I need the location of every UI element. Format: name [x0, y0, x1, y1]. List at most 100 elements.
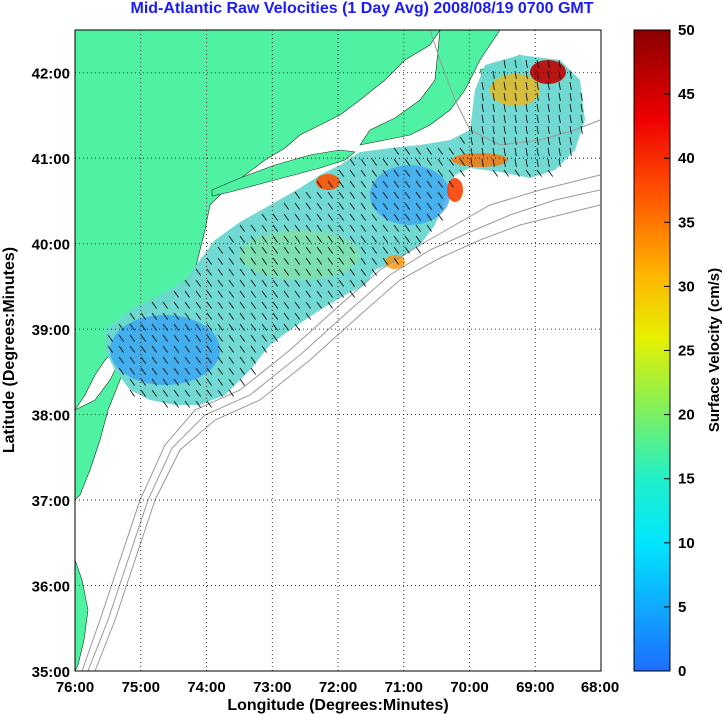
velocity-arrow	[184, 389, 190, 397]
velocity-arrow	[569, 125, 572, 134]
x-tick-label: 72:00	[319, 679, 357, 696]
velocity-arrow	[140, 312, 146, 320]
velocity-arrow	[173, 323, 179, 331]
velocity-arrow	[393, 213, 399, 221]
velocity-arrow	[173, 334, 179, 342]
velocity-arrow	[195, 378, 201, 386]
y-axis-label: Latitude (Degrees:Minutes)	[1, 247, 18, 453]
velocity-arrow	[558, 147, 561, 156]
velocity-arrow	[217, 334, 223, 342]
velocity-arrow	[305, 213, 311, 221]
high-speed-edge	[385, 255, 405, 269]
velocity-arrow	[514, 136, 517, 145]
velocity-arrow	[393, 257, 399, 265]
velocity-arrow	[448, 180, 454, 188]
velocity-arrow	[569, 103, 572, 112]
velocity-arrow	[338, 235, 344, 243]
velocity-arrow	[173, 378, 179, 386]
velocity-arrow	[239, 224, 245, 232]
velocity-arrow	[503, 169, 509, 177]
velocity-arrow	[184, 400, 190, 408]
velocity-arrow	[217, 312, 223, 320]
velocity-arrow	[426, 158, 432, 166]
velocity-arrow	[228, 301, 234, 309]
velocity-arrow	[316, 224, 322, 232]
velocity-arrow	[525, 59, 528, 68]
velocity-arrow	[250, 334, 256, 342]
velocity-arrow	[382, 191, 388, 199]
velocity-arrow	[514, 114, 517, 123]
colorbar-label: Surface Velocity (cm/s)	[706, 268, 723, 432]
velocity-arrow	[294, 235, 300, 243]
velocity-arrow	[360, 213, 366, 221]
velocity-arrow	[470, 136, 473, 145]
velocity-arrow	[305, 224, 311, 232]
velocity-arrow	[162, 389, 168, 397]
colorbar-tick-label: 45	[678, 86, 695, 103]
velocity-arrow	[151, 367, 157, 375]
low-speed-north	[370, 165, 450, 225]
velocity-arrow	[415, 169, 421, 177]
velocity-arrow	[151, 389, 157, 397]
velocity-arrow	[272, 290, 278, 298]
velocity-arrow	[228, 257, 234, 265]
velocity-arrow	[558, 136, 561, 145]
velocity-arrow	[371, 246, 377, 254]
velocity-arrow	[360, 279, 366, 287]
velocity-arrow	[261, 345, 267, 353]
velocity-arrow	[349, 169, 355, 177]
velocity-arrow	[514, 169, 520, 177]
velocity-arrow	[371, 180, 377, 188]
velocity-arrow	[294, 312, 300, 320]
velocity-arrow	[536, 103, 539, 112]
velocity-arrow	[250, 235, 256, 243]
velocity-arrow	[305, 279, 311, 287]
velocity-arrow	[162, 356, 168, 364]
velocity-arrow	[228, 356, 234, 364]
velocity-arrow	[393, 180, 399, 188]
velocity-arrow	[206, 290, 212, 298]
colorbar-tick-label: 25	[678, 343, 695, 360]
velocity-arrow	[217, 268, 223, 276]
velocity-arrow	[228, 312, 234, 320]
velocity-arrow	[261, 224, 267, 232]
y-tick-label: 39:00	[32, 322, 70, 339]
velocity-arrow	[415, 191, 421, 199]
velocity-arrow	[503, 70, 506, 79]
velocity-arrow	[250, 246, 256, 254]
velocity-arrow	[415, 147, 421, 155]
velocity-arrow	[492, 136, 495, 145]
velocity-arrow	[338, 290, 344, 298]
velocity-arrow	[129, 334, 135, 342]
velocity-field	[105, 55, 585, 405]
velocity-arrow	[250, 257, 256, 265]
velocity-arrow	[162, 378, 168, 386]
velocity-arrow	[360, 246, 366, 254]
velocity-arrow	[250, 301, 256, 309]
velocity-arrow	[338, 213, 344, 221]
velocity-arrow	[525, 169, 531, 177]
velocity-arrow	[195, 334, 201, 342]
velocity-arrow	[426, 224, 432, 232]
velocity-arrow	[173, 400, 179, 408]
velocity-arrow	[371, 224, 377, 232]
velocity-arrow	[393, 147, 399, 155]
velocity-arrow	[140, 334, 146, 342]
velocity-arrow	[382, 158, 388, 166]
velocity-arrow	[371, 158, 377, 166]
velocity-arrow	[536, 169, 542, 177]
velocity-arrow	[404, 147, 410, 155]
velocity-arrow	[514, 70, 517, 79]
velocity-arrow	[195, 268, 201, 276]
velocity-arrow	[404, 202, 410, 210]
velocity-arrow	[206, 400, 212, 408]
velocity-arrow	[162, 334, 168, 342]
velocity-arrow	[349, 246, 355, 254]
velocity-arrow	[404, 169, 410, 177]
velocity-arrow	[151, 378, 157, 386]
velocity-arrow	[459, 136, 465, 144]
velocity-arrow	[514, 125, 517, 134]
velocity-arrow	[316, 246, 322, 254]
velocity-arrow	[118, 367, 124, 375]
velocity-arrow	[426, 147, 432, 155]
